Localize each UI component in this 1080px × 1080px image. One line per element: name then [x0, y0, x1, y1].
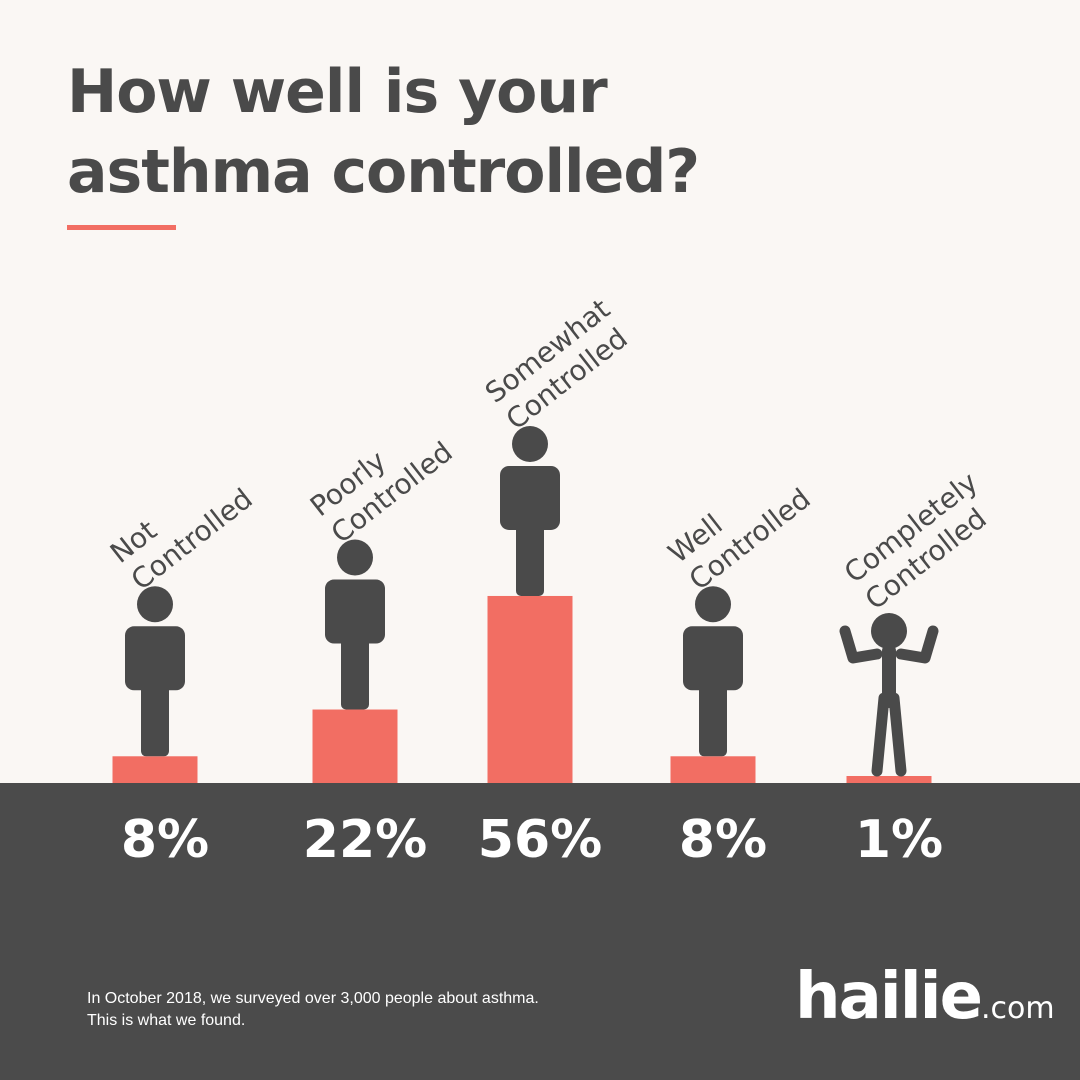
figure-torso [500, 465, 560, 530]
page-title: How well is your asthma controlled? [67, 52, 967, 212]
logo-domain: .com [980, 991, 1055, 1026]
survey-footnote: In October 2018, we surveyed over 3,000 … [87, 988, 687, 1032]
category-label-1: PoorlyControlled [304, 408, 459, 549]
person-figure-1 [325, 539, 385, 710]
category-label-2: SomewhatControlled [479, 292, 637, 436]
title-accent-rule [67, 225, 176, 230]
footnote-line-2: This is what we found. [87, 1012, 246, 1029]
figure-torso [325, 579, 385, 644]
bottom-band [0, 783, 1080, 1080]
hailie-logo: hailie.com [795, 960, 1055, 1034]
figure-legs [699, 680, 727, 757]
figure-head [695, 586, 731, 623]
figure-head [337, 539, 373, 576]
figure-left-leg [871, 692, 890, 777]
bar-0 [112, 756, 198, 783]
figure-left-arm [839, 625, 883, 664]
figure-head [512, 425, 548, 462]
value-label-2: 56% [478, 810, 602, 870]
value-label-0: 8% [121, 810, 209, 870]
title-line-1: How well is your [67, 57, 608, 127]
value-label-1: 22% [303, 810, 427, 870]
logo-wordmark: hailie [795, 960, 983, 1034]
figure-torso [683, 626, 743, 691]
footnote-line-1: In October 2018, we surveyed over 3,000 … [87, 990, 539, 1007]
person-figure-4 [839, 613, 939, 777]
bar-3 [670, 756, 756, 783]
figure-legs [341, 633, 369, 710]
category-label-3: WellControlled [662, 455, 817, 596]
category-label-4: CompletelyControlled [838, 465, 1005, 616]
person-figure-2 [500, 425, 560, 596]
value-label-3: 8% [679, 810, 767, 870]
person-figure-0 [125, 586, 185, 757]
figure-legs [141, 680, 169, 757]
figure-right-arm [895, 625, 939, 664]
bar-2 [487, 595, 573, 783]
category-label-0: NotControlled [104, 455, 259, 596]
value-label-4: 1% [855, 810, 943, 870]
figure-right-leg [888, 692, 907, 777]
figure-torso [125, 626, 185, 691]
person-figure-3 [683, 586, 743, 757]
bar-1 [312, 709, 398, 783]
bar-4 [846, 776, 932, 783]
figure-head [137, 586, 173, 623]
figure-head [871, 613, 907, 649]
figure-legs [516, 519, 544, 596]
title-line-2: asthma controlled? [67, 137, 700, 207]
